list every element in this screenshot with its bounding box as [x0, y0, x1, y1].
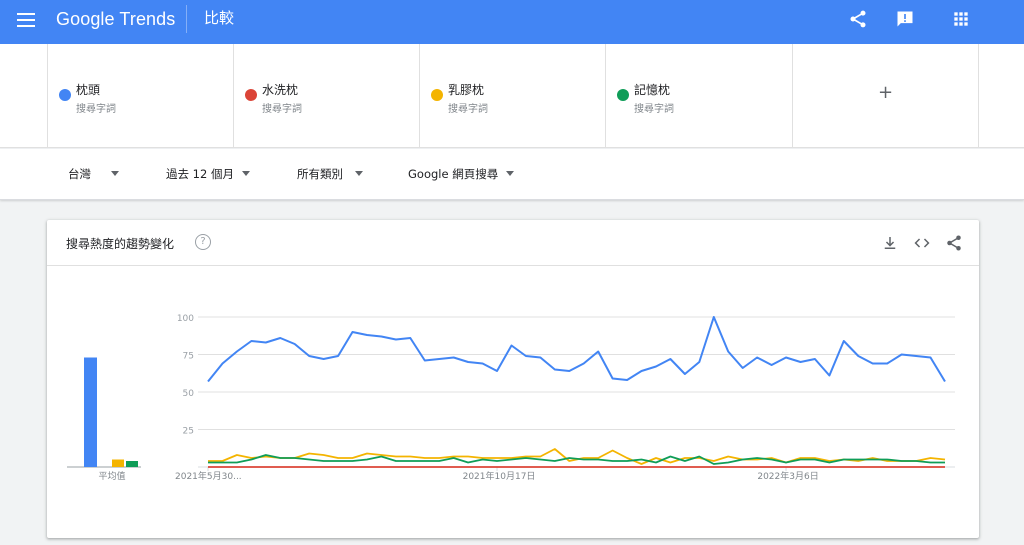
apps-icon[interactable]	[951, 9, 971, 29]
app-header: Google Trends 比較	[0, 0, 1024, 44]
term-type: 搜尋字詞	[448, 104, 488, 115]
y-tick-label: 25	[183, 427, 194, 437]
help-icon[interactable]: ?	[195, 234, 211, 250]
search-type-filter[interactable]: Google 網頁搜尋	[408, 166, 515, 182]
series-line	[208, 454, 945, 465]
menu-icon[interactable]	[17, 13, 35, 27]
page-title: 比較	[204, 9, 235, 27]
term-item-1[interactable]: 枕頭 搜尋字詞	[47, 44, 233, 148]
y-tick-label: 75	[183, 352, 194, 362]
term-color-dot	[59, 89, 71, 101]
share-icon[interactable]	[848, 9, 868, 29]
term-color-dot	[245, 89, 257, 101]
average-bar	[126, 461, 138, 467]
chevron-down-icon	[355, 171, 363, 176]
term-item-2[interactable]: 水洗枕 搜尋字詞	[233, 44, 419, 148]
term-type: 搜尋字詞	[262, 104, 302, 115]
header-divider	[186, 5, 187, 33]
share-icon[interactable]	[945, 234, 963, 252]
y-tick-label: 50	[183, 389, 195, 399]
chevron-down-icon	[111, 171, 119, 176]
x-tick-label: 2022年3月6日	[757, 470, 818, 482]
feedback-icon[interactable]	[895, 9, 915, 29]
average-label: 平均值	[98, 470, 125, 482]
term-color-dot	[431, 89, 443, 101]
add-comparison-button[interactable]: +	[792, 44, 979, 148]
series-line	[207, 316, 946, 383]
term-type: 搜尋字詞	[76, 104, 116, 115]
x-tick-label: 2021年10月17日	[463, 470, 536, 482]
region-filter[interactable]: 台灣	[68, 166, 119, 182]
y-tick-label: 100	[177, 314, 194, 324]
chevron-down-icon	[506, 171, 515, 176]
term-color-dot	[617, 89, 629, 101]
average-bar	[112, 459, 124, 467]
x-tick-label: 2021年5月30...	[175, 470, 242, 482]
download-icon[interactable]	[881, 234, 899, 252]
term-name: 枕頭	[76, 83, 101, 97]
trend-chart: 25 50 75 100 2021年5月30... 2021年10月17日 2022年3月6…	[67, 314, 955, 482]
category-filter[interactable]: 所有類別	[297, 166, 363, 182]
embed-icon[interactable]	[913, 234, 931, 252]
card-header: 搜尋熱度的趨勢變化 ?	[47, 220, 979, 266]
term-type: 搜尋字詞	[634, 104, 674, 115]
time-filter-label: 過去 12 個月	[166, 167, 234, 181]
time-filter[interactable]: 過去 12 個月	[166, 166, 250, 182]
region-filter-label: 台灣	[68, 167, 91, 181]
term-item-4[interactable]: 記憶枕 搜尋字詞	[605, 44, 791, 148]
plus-icon: +	[878, 82, 894, 103]
interest-over-time-card: 搜尋熱度的趨勢變化 ? 25 50 75 100 2021年5月30... 2021年10…	[47, 220, 979, 538]
comparison-terms-bar: 枕頭 搜尋字詞 水洗枕 搜尋字詞 乳膠枕 搜尋字詞 記憶枕 搜尋字詞 +	[0, 44, 1024, 148]
term-name: 乳膠枕	[448, 83, 485, 97]
google-trends-logo[interactable]: Google Trends	[56, 9, 176, 29]
term-name: 記憶枕	[634, 83, 671, 97]
category-filter-label: 所有類別	[297, 167, 343, 181]
filter-bar: 台灣 過去 12 個月 所有類別 Google 網頁搜尋	[0, 149, 1024, 200]
chevron-down-icon	[241, 171, 250, 176]
average-bar	[84, 357, 97, 467]
search-type-filter-label: Google 網頁搜尋	[408, 167, 499, 181]
term-name: 水洗枕	[262, 83, 299, 97]
card-title: 搜尋熱度的趨勢變化	[66, 237, 175, 251]
term-item-3[interactable]: 乳膠枕 搜尋字詞	[419, 44, 605, 148]
